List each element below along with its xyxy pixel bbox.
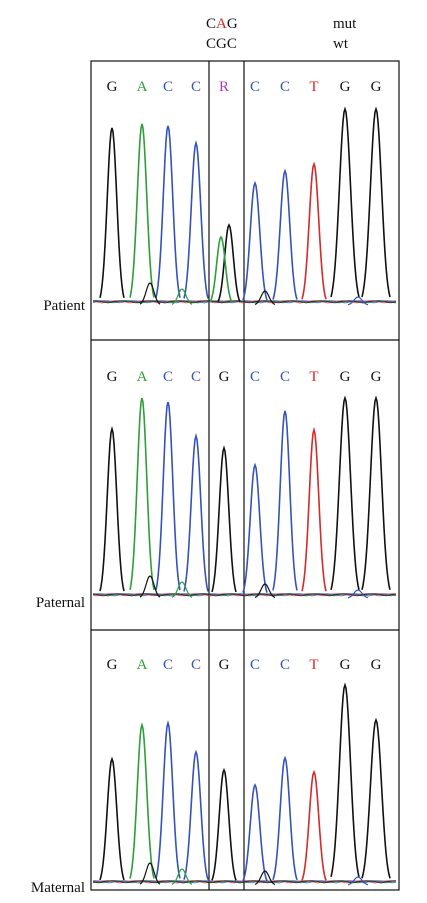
panel-label-patient: Patient [43,298,85,314]
base-call-letter: A [137,657,148,673]
chromatogram-peak [183,749,209,880]
chromatogram-peak [99,425,125,592]
base-call-letter: C [280,79,290,95]
chromatogram-peak [330,106,360,298]
base-call-letter: G [371,79,382,95]
base-call-letter: R [219,79,229,95]
base-call-letter: G [371,369,382,385]
base-call-letter: C [191,79,201,95]
base-call-letter: A [137,369,148,385]
base-call-letter: C [250,79,260,95]
chromatogram-peak [217,223,241,303]
chromatogram-peak [272,755,298,881]
base-call-letter: C [250,657,260,673]
base-call-letter: G [219,369,230,385]
panel-label-paternal: Paternal [36,595,85,611]
secondary-peak [139,282,161,305]
chromatogram-peak [209,235,233,303]
chromatogram-peak [99,127,125,298]
base-call-letter: T [309,657,318,673]
base-call-letter: C [163,369,173,385]
base-call-letter: C [191,369,201,385]
base-call-letter: G [340,657,351,673]
chromatogram-peak [330,395,360,590]
chromatogram-peak [242,783,268,882]
secondary-peak [171,288,193,305]
chromatogram-peak [155,401,181,591]
baseline-noise-trace [92,593,397,597]
chromatogram-peak [129,123,155,298]
chromatogram-peak [129,397,155,590]
wt-legend-label: wt [333,36,349,52]
chromatogram-peak [242,180,268,301]
baseline-noise-trace [93,300,397,304]
base-call-letter: C [250,369,260,385]
chromatogram-peak [155,720,181,879]
chromatogram-peak [301,769,327,881]
base-call-letter: G [340,79,351,95]
chromatogram-peak [330,682,360,877]
secondary-peak [171,581,193,598]
secondary-peak [347,296,369,306]
chromatogram-peak [183,433,209,592]
base-call-letter: G [107,79,118,95]
chromatogram-peak [211,767,237,881]
base-call-letter: G [219,657,230,673]
chromatogram-peak [155,125,181,298]
secondary-peak [254,290,276,305]
secondary-peak [171,868,193,885]
chromatogram-peak [272,168,298,300]
secondary-peak [254,583,276,598]
base-call-letter: C [280,369,290,385]
base-call-letter: T [309,79,318,95]
chromatogram-peak [211,445,237,593]
chromatogram-peak [301,426,327,592]
base-call-letter: C [191,657,201,673]
chromatogram-peak [129,722,155,879]
panel-label-maternal: Maternal [31,880,85,896]
chromatogram-peak [183,140,209,299]
chromatogram-peak [272,410,298,591]
base-call-letter: C [163,79,173,95]
base-call-letter: C [280,657,290,673]
base-call-letter: C [163,657,173,673]
base-call-letter: T [309,369,318,385]
base-call-letter: A [137,79,148,95]
chromatogram-peak [361,106,391,298]
chromatogram-peak [361,717,391,879]
base-call-letter: G [107,657,118,673]
chromatogram-peak [242,462,268,593]
chromatogram-peak [301,161,327,300]
base-call-letter: G [107,369,118,385]
base-call-letter: G [340,369,351,385]
secondary-peak [254,870,276,885]
secondary-peak [347,876,369,886]
secondary-peak [139,575,161,598]
codon-mut-label: CAG [206,16,238,32]
secondary-peak [347,589,369,599]
mut-legend-label: mut [333,16,357,32]
secondary-peak [139,862,161,885]
baseline-noise-trace [92,593,397,597]
chromatogram-peak [361,395,391,590]
figure-frame [90,60,400,891]
base-call-letter: G [371,657,382,673]
baseline-noise-trace [92,880,397,884]
codon-wt-label: CGC [206,36,237,52]
chromatogram-peak [99,756,125,881]
